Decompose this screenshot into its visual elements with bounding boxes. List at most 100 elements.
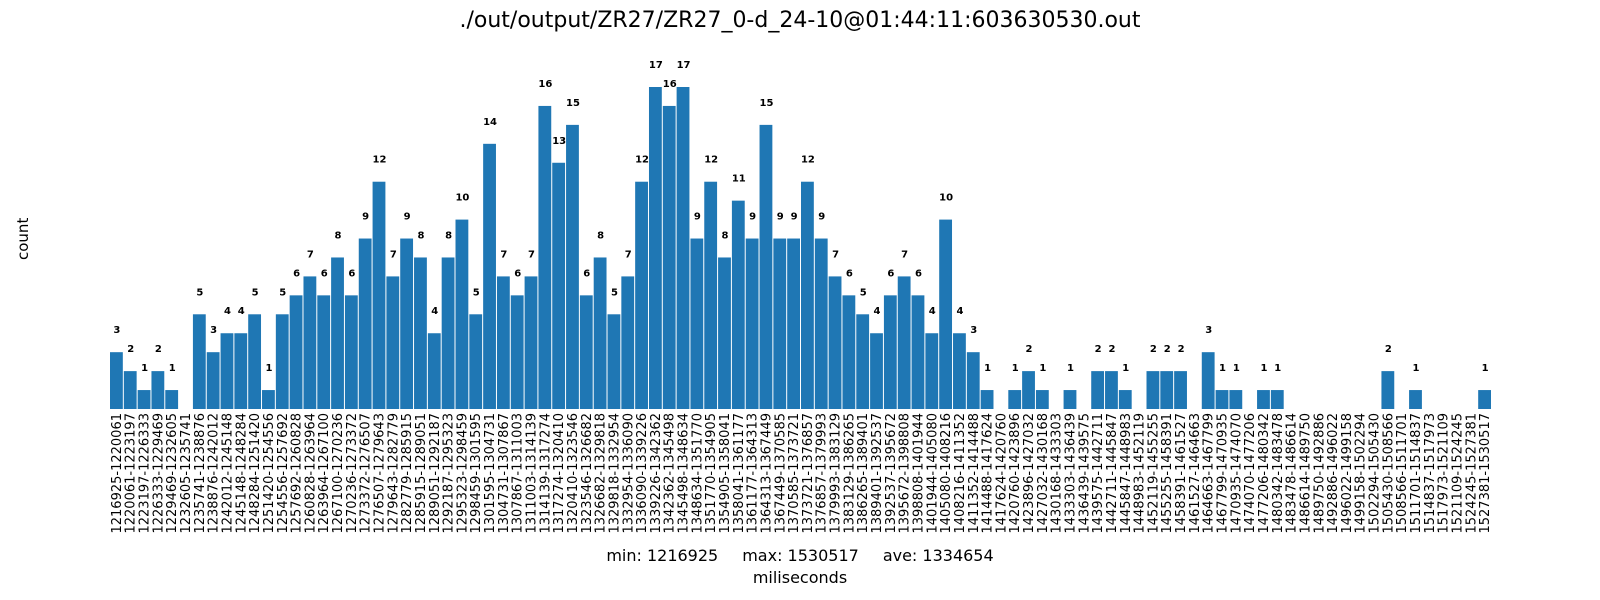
- bar-28: [496, 276, 510, 409]
- x-tick-label-35: 1326682-1329818: [594, 413, 609, 534]
- x-tick-label-80: 1467799-1470935: [1216, 413, 1231, 534]
- value-label-20: 7: [390, 249, 397, 260]
- bar-13: [289, 295, 303, 409]
- x-tick-label-58: 1398808-1401944: [911, 413, 926, 534]
- bar-32: [552, 162, 566, 409]
- bar-17: [344, 295, 358, 409]
- x-tick-label-7: 1238876-1242012: [207, 413, 222, 534]
- bar-49: [787, 238, 800, 409]
- bar-57: [897, 276, 911, 409]
- x-tick-label-79: 1464663-1467799: [1202, 413, 1217, 534]
- x-tick-label-20: 1279643-1282779: [386, 413, 401, 534]
- bar-26: [469, 314, 483, 409]
- x-tick-label-47: 1364313-1367449: [759, 413, 774, 534]
- bar-81: [1229, 390, 1243, 409]
- value-label-25: 10: [455, 193, 469, 204]
- bar-92: [1381, 371, 1395, 409]
- bar-3: [151, 371, 165, 409]
- bar-29: [510, 295, 524, 409]
- x-tick-label-78: 1461527-1464663: [1188, 413, 1203, 534]
- x-tick-label-4: 1229469-1232605: [165, 413, 180, 534]
- bar-53: [842, 295, 856, 409]
- bar-55: [870, 333, 883, 409]
- x-tick-label-48: 1367449-1370585: [773, 413, 788, 534]
- x-tick-label-9: 1245148-1248284: [234, 413, 249, 534]
- value-label-8: 4: [224, 306, 231, 317]
- value-label-50: 12: [801, 155, 815, 166]
- value-label-61: 4: [956, 306, 963, 317]
- x-tick-label-43: 1351770-1354905: [704, 413, 719, 534]
- value-label-24: 8: [445, 230, 452, 241]
- x-tick-label-57: 1395672-1398808: [898, 413, 913, 534]
- bar-71: [1091, 371, 1105, 409]
- value-label-37: 7: [625, 249, 632, 260]
- value-label-11: 1: [265, 363, 272, 374]
- bar-75: [1146, 371, 1160, 409]
- bar-83: [1257, 390, 1270, 409]
- value-label-42: 9: [694, 212, 701, 223]
- bar-18: [358, 238, 372, 409]
- x-tick-label-65: 1420760-1423896: [1008, 413, 1023, 534]
- bar-19: [372, 181, 386, 409]
- value-label-46: 9: [749, 212, 756, 223]
- x-tick-label-74: 1448983-1452119: [1133, 413, 1148, 534]
- x-tick-label-73: 1445847-1448983: [1119, 413, 1134, 534]
- value-label-33: 15: [566, 98, 580, 109]
- x-tick-label-22: 1285915-1289051: [414, 413, 429, 534]
- bar-31: [538, 105, 552, 409]
- x-tick-label-95: 1514837-1517973: [1423, 413, 1438, 534]
- bar-6: [192, 314, 206, 409]
- value-label-39: 17: [649, 60, 663, 71]
- bar-56: [883, 295, 897, 409]
- x-tick-label-2: 1223197-1226333: [138, 413, 153, 534]
- bar-7: [206, 352, 220, 409]
- bar-73: [1118, 390, 1132, 409]
- value-label-45: 11: [732, 174, 746, 185]
- bar-21: [400, 238, 414, 409]
- stat-ave: ave: 1334654: [882, 546, 994, 565]
- x-tick-label-5: 1232605-1235741: [179, 413, 194, 534]
- bar-14: [303, 276, 317, 409]
- x-tick-label-30: 1311003-1314139: [525, 413, 540, 534]
- x-tick-label-13: 1257692-1260828: [290, 413, 305, 534]
- value-label-6: 5: [196, 287, 203, 298]
- x-tick-label-38: 1336090-1339226: [635, 413, 650, 534]
- x-tick-label-24: 1292187-1295323: [442, 413, 457, 534]
- bar-65: [1008, 390, 1022, 409]
- bar-66: [1022, 371, 1035, 409]
- value-label-31: 16: [538, 79, 552, 90]
- x-tick-label-68: 1430168-1433303: [1050, 413, 1065, 534]
- x-tick-label-33: 1320410-1323546: [566, 413, 581, 534]
- value-label-83: 1: [1260, 363, 1267, 374]
- bar-58: [911, 295, 925, 409]
- x-tick-label-32: 1317274-1320410: [552, 413, 567, 534]
- value-label-15: 6: [321, 268, 328, 279]
- value-label-69: 1: [1067, 363, 1074, 374]
- value-label-13: 6: [293, 268, 300, 279]
- x-tick-label-8: 1242012-1245148: [220, 413, 235, 534]
- x-tick-label-34: 1323546-1326682: [580, 413, 595, 534]
- value-label-22: 8: [417, 230, 424, 241]
- value-label-23: 4: [431, 306, 438, 317]
- bar-1: [123, 371, 137, 409]
- bar-15: [317, 295, 331, 409]
- x-tick-label-54: 1386265-1389401: [856, 413, 871, 534]
- bar-80: [1215, 390, 1229, 409]
- bar-0: [110, 352, 123, 409]
- x-tick-label-21: 1282779-1285915: [400, 413, 415, 534]
- value-label-1: 2: [127, 344, 134, 355]
- x-axis-label: miliseconds: [752, 568, 848, 587]
- stat-min: min: 1216925: [606, 546, 719, 565]
- bar-69: [1063, 390, 1077, 409]
- x-tick-label-45: 1358041-1361177: [732, 413, 747, 534]
- value-label-10: 5: [252, 287, 259, 298]
- bar-51: [814, 238, 828, 409]
- x-tick-label-49: 1370585-1373721: [787, 413, 802, 534]
- x-tick-label-19: 1276507-1279643: [372, 413, 387, 534]
- value-label-62: 3: [970, 325, 977, 336]
- bar-33: [566, 124, 579, 409]
- value-label-16: 8: [335, 230, 342, 241]
- bar-30: [524, 276, 538, 409]
- bar-9: [234, 333, 248, 409]
